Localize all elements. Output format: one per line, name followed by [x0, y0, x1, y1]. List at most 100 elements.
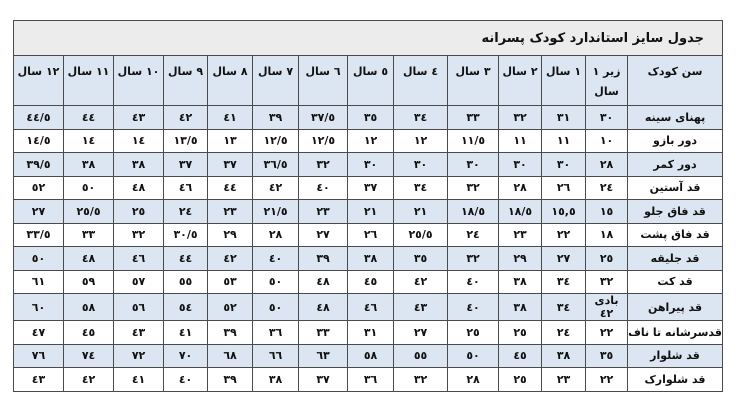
table-cell: ٤٧ — [12, 320, 65, 345]
table-cell: ٢٩ — [498, 246, 543, 271]
table-cell: ٣٨ — [541, 343, 587, 368]
table-cell: ٤٢ — [163, 105, 209, 130]
column-header: ٨ سال — [207, 55, 254, 106]
table-cell: ٤٣ — [113, 320, 165, 345]
table-cell: ٥٧ — [113, 269, 165, 294]
table-cell: ٤٦ — [163, 175, 209, 200]
table-row: پهنای سینه ٣٠ ٣١ ٣٢ ٣٣ ٣٤ ٣٥ ٣٧/٥ ٣٩ ٤١ ٤٢ ٤٣ ٤٤ ٤٤/٥ — [12, 105, 724, 130]
table-cell: ٥٨ — [347, 343, 395, 368]
table-cell: ١٢/٥ — [252, 128, 300, 153]
table-row: دور کمر ٢٨ ٣٠ ٣٠ ٣٠ ٣٠ ٣٠ ٣٢ ٣٦/٥ ٣٧ ٣٧ ٣٨ ٣٨ ٣٩/٥ — [12, 152, 724, 177]
row-label: قدسرشانه تا ناف — [627, 320, 724, 345]
table-cell: ٢١ — [393, 199, 449, 224]
table-cell: ٤٨ — [298, 293, 349, 321]
table-cell: ٣٧ — [207, 152, 254, 177]
table-cell: ٣٢ — [393, 367, 449, 392]
table-cell: ٣٩ — [207, 367, 254, 392]
table-cell: ٢١ — [347, 199, 395, 224]
table-cell: ٣٨ — [252, 367, 300, 392]
column-header: ٣ سال — [447, 55, 500, 106]
table-cell: ٣٠ — [585, 105, 629, 130]
table-cell: ٢٧ — [393, 320, 449, 345]
row-label: قد فاق پشت — [627, 222, 724, 247]
table-cell: ٢٤ — [447, 222, 500, 247]
table-cell: ٣٦ — [347, 367, 395, 392]
table-cell: ٢٩ — [207, 222, 254, 247]
table-cell: ٢٨ — [252, 222, 300, 247]
row-label: قد جلیقه — [627, 246, 724, 271]
table-cell: ٢٨ — [498, 175, 543, 200]
table-cell: ١٨/٥ — [498, 199, 543, 224]
table-cell: ٦٠ — [12, 293, 65, 321]
table-cell: ٤٤ — [63, 105, 115, 130]
table-cell: ٣٠ — [541, 152, 587, 177]
table-cell: ١٤/٥ — [12, 128, 65, 153]
table-cell: ٣٣ — [63, 222, 115, 247]
table-cell: ٤١ — [163, 320, 209, 345]
column-header: ٢ سال — [498, 55, 543, 106]
table-cell: ٢٥ — [447, 320, 500, 345]
table-cell: ٤٨ — [113, 175, 165, 200]
row-label: دور بازو — [627, 128, 724, 153]
table-cell: ٢٢ — [585, 320, 629, 345]
table-cell: ٢٧ — [541, 246, 587, 271]
table-cell: ١٤ — [63, 128, 115, 153]
column-header: ٥ سال — [347, 55, 395, 106]
table-cell: ١١ — [541, 128, 587, 153]
table-cell: ٣٧ — [298, 367, 349, 392]
table-cell: ٥٨ — [63, 293, 115, 321]
column-header: ٩ سال — [163, 55, 209, 106]
table-cell: ١٨/٥ — [447, 199, 500, 224]
table-cell: ٤٦ — [347, 293, 395, 321]
table-cell: ١٢ — [347, 128, 395, 153]
table-cell: ١١ — [498, 128, 543, 153]
table-cell: ٢٢ — [585, 367, 629, 392]
table-cell: ١١/٥ — [447, 128, 500, 153]
table-cell: ١٤ — [113, 128, 165, 153]
table-cell: ٤٣ — [12, 367, 65, 392]
table-cell: ١٠ — [585, 128, 629, 153]
table-cell: ٤٥ — [63, 320, 115, 345]
table-cell: ٣٦ — [252, 320, 300, 345]
table-cell: ٣٣/٥ — [12, 222, 65, 247]
table-cell: ٣٢ — [447, 175, 500, 200]
table-cell: ٣٨ — [347, 246, 395, 271]
table-cell: ٥٢ — [207, 293, 254, 321]
table-cell: ٣٧/٥ — [298, 105, 349, 130]
table-cell: ٢٢ — [541, 222, 587, 247]
table-cell: ٣٤ — [541, 293, 587, 321]
table-cell: ٢٨ — [585, 152, 629, 177]
table-cell: ٣٣ — [298, 320, 349, 345]
table-cell: ٣٨ — [113, 152, 165, 177]
table-cell: ٢٤ — [585, 175, 629, 200]
table-cell: ٣٠ — [393, 152, 449, 177]
table-cell: ٤٢ — [393, 269, 449, 294]
row-label: قد شلوارک — [627, 367, 724, 392]
table-cell: ٣٥ — [347, 105, 395, 130]
table-cell: ٢٨ — [447, 367, 500, 392]
row-label: قد آستین — [627, 175, 724, 200]
table-cell: ٤٤ — [207, 175, 254, 200]
table-cell: ٤٠ — [163, 367, 209, 392]
table-row: قد آستین ٢٤ ٢٦ ٢٨ ٣٢ ٣٤ ٣٧ ٤٠ ٤٢ ٤٤ ٤٦ ٤٨ ٥٠ ٥٢ — [12, 175, 724, 200]
table-cell: ٣٧ — [163, 152, 209, 177]
table-cell: ٤٢ — [207, 246, 254, 271]
table-cell: ٣٦/٥ — [252, 152, 300, 177]
table-cell: ٤٠ — [252, 246, 300, 271]
table-cell: ٣٣ — [447, 105, 500, 130]
row-label: قد فاق جلو — [627, 199, 724, 224]
table-cell: ٥٩ — [63, 269, 115, 294]
table-row: قد پیراهن بادی ٤٢ ٣٤ ٣٨ ٤٠ ٤٣ ٤٦ ٤٨ ٥٠ ٥٢ ٥٤ ٥٦ ٥٨ ٦٠ — [12, 293, 724, 321]
table-cell: ٧٤ — [63, 343, 115, 368]
table-cell: ٥٠ — [447, 343, 500, 368]
table-cell: ٣٨ — [63, 152, 115, 177]
table-cell: ٥٥ — [393, 343, 449, 368]
table-cell: ١٢/٥ — [298, 128, 349, 153]
table-cell: ٣٢ — [298, 152, 349, 177]
table-cell: ٢٤ — [163, 199, 209, 224]
column-header: سن کودک — [627, 55, 724, 106]
table-cell: ٤٠ — [447, 293, 500, 321]
table-title: جدول سایز استاندارد کودک پسرانه — [12, 20, 724, 56]
table-cell: ٣٤ — [393, 175, 449, 200]
table-cell: ٤٨ — [298, 269, 349, 294]
